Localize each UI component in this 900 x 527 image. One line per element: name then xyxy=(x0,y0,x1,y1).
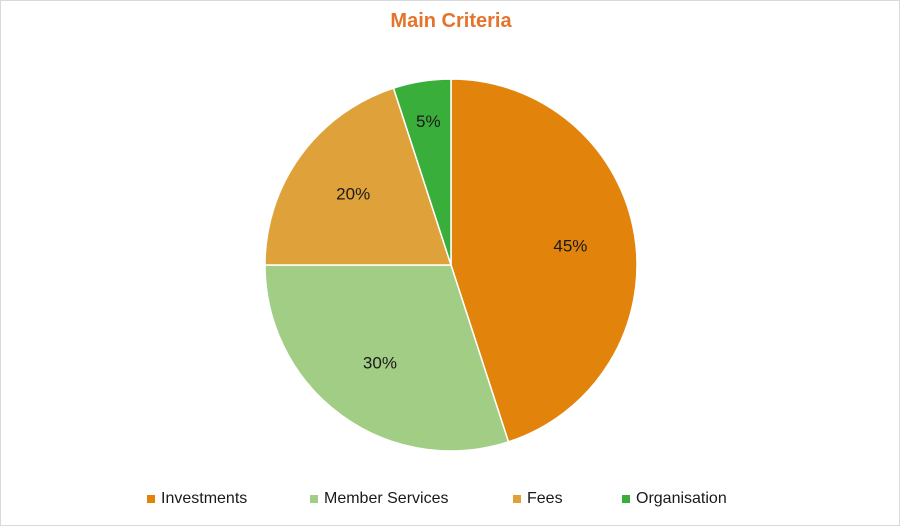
legend-label-member-services: Member Services xyxy=(324,490,449,507)
legend-item-fees: Fees xyxy=(513,490,563,508)
slice-label-investments: 45% xyxy=(553,237,587,256)
pie-slice-investments xyxy=(450,78,638,443)
pie-slice-member-services xyxy=(264,264,510,452)
legend-label-fees: Fees xyxy=(527,490,563,507)
pie-slice-fees xyxy=(264,87,453,266)
chart-title: Main Criteria xyxy=(390,10,512,32)
legend-label-investments: Investments xyxy=(161,490,248,507)
pie-slice-organisation xyxy=(392,78,452,266)
legend-label-organisation: Organisation xyxy=(636,490,727,507)
legend-swatch-organisation xyxy=(622,495,630,503)
legend: Investments Member Services Fees Organis… xyxy=(1,490,900,512)
legend-swatch-fees xyxy=(513,495,521,503)
legend-item-organisation: Organisation xyxy=(622,490,727,508)
legend-swatch-member-services xyxy=(310,495,318,503)
legend-item-member-services: Member Services xyxy=(310,490,448,508)
legend-swatch-investments xyxy=(147,495,155,503)
legend-item-investments: Investments xyxy=(147,490,247,508)
slice-label-organisation: 5% xyxy=(416,112,441,131)
slice-label-member-services: 30% xyxy=(363,353,397,372)
slice-label-fees: 20% xyxy=(336,184,370,203)
